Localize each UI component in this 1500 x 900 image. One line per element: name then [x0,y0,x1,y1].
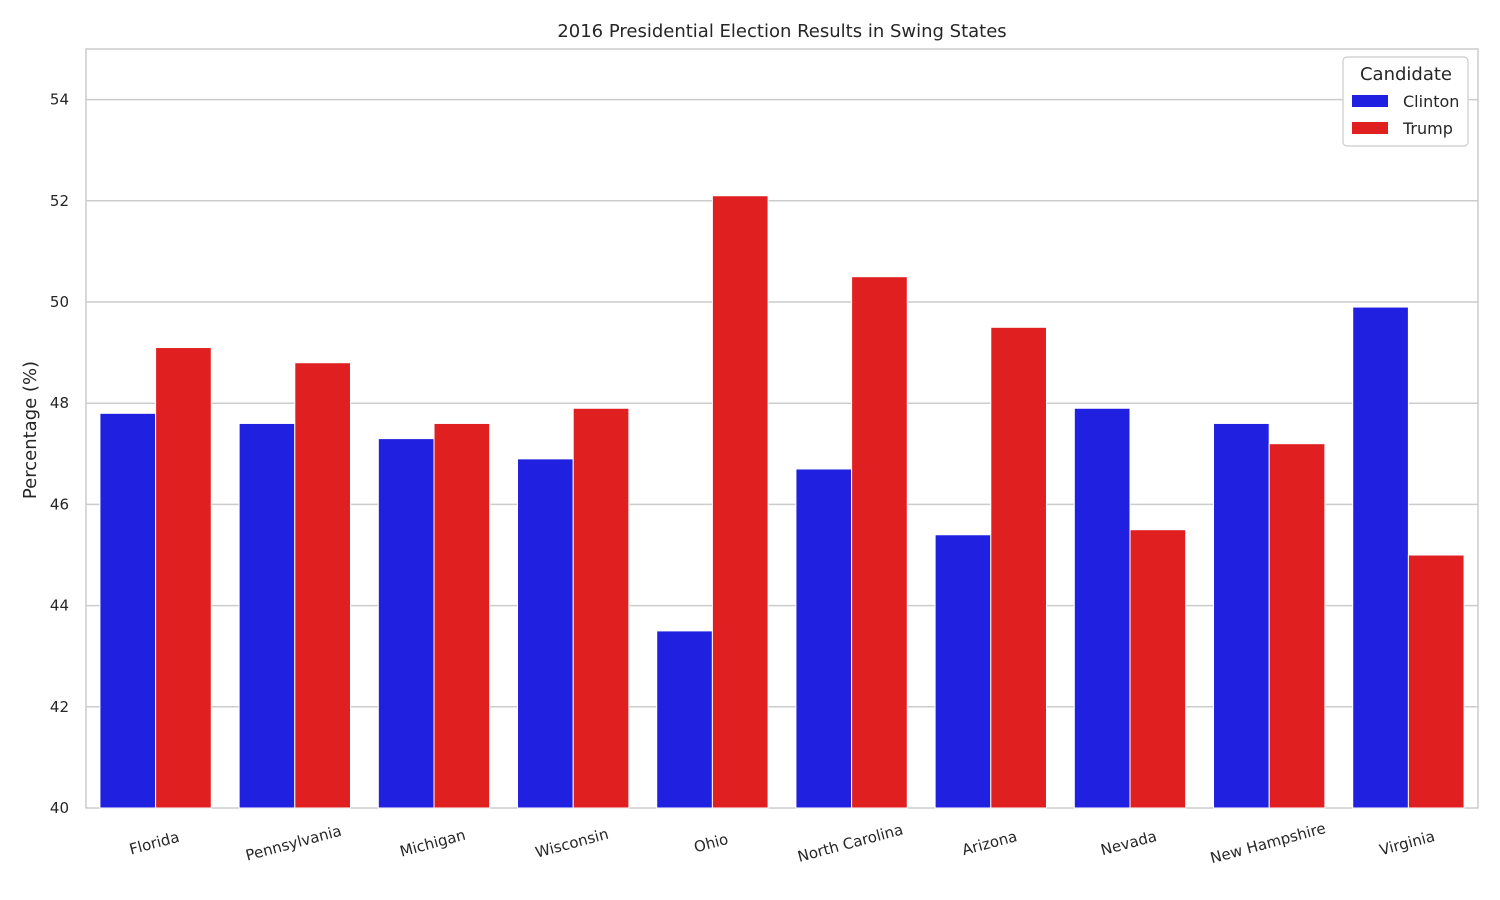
bar-trump-florida [155,347,212,809]
y-tick-label: 52 [50,192,69,210]
legend-title: Candidate [1360,64,1452,85]
bar-clinton-north-carolina [795,468,853,809]
legend-swatch-trump [1352,122,1388,134]
bar-trump-new-hampshire [1268,443,1326,809]
y-tick-labels: 40 42 44 46 48 50 52 54 [50,91,69,817]
x-tick-label-virginia: Virginia [1377,827,1436,859]
bar-trump-wisconsin [572,407,630,809]
bar-clinton-florida [99,412,157,809]
x-tick-label-michigan: Michigan [398,826,468,861]
y-tick-label: 40 [50,799,69,817]
legend-label-clinton: Clinton [1403,92,1459,111]
legend: Candidate Clinton Trump [1342,56,1469,147]
x-tick-label-new-hampshire: New Hampshire [1208,819,1327,867]
x-tick-label-ohio: Ohio [692,830,730,856]
x-tick-label-florida: Florida [127,828,181,859]
x-tick-label-north-carolina: North Carolina [796,820,905,865]
legend-label-trump: Trump [1402,119,1453,138]
bars [99,195,1465,809]
x-tick-labels: Florida Pennsylvania Michigan Wisconsin Ohio… [127,819,1436,867]
x-tick-label-wisconsin: Wisconsin [533,825,610,862]
bar-clinton-arizona [934,534,992,809]
bar-trump-virginia [1407,554,1465,809]
bar-clinton-ohio [656,630,713,809]
bar-clinton-wisconsin [517,458,574,809]
bar-trump-nevada [1129,529,1187,809]
y-tick-label: 42 [50,698,69,716]
y-tick-label: 48 [50,394,69,412]
chart-title: 2016 Presidential Election Results in Sw… [557,21,1006,42]
y-tick-label: 50 [50,293,69,311]
y-tick-label: 54 [50,91,69,109]
x-tick-label-nevada: Nevada [1099,827,1159,859]
bar-trump-north-carolina [851,276,908,809]
bar-clinton-pennsylvania [238,422,296,809]
y-axis-label: Percentage (%) [20,361,41,499]
bar-clinton-new-hampshire [1213,422,1270,809]
x-tick-label-arizona: Arizona [960,827,1019,859]
bar-trump-pennsylvania [294,362,351,809]
x-tick-label-pennsylvania: Pennsylvania [244,822,344,865]
y-tick-label: 44 [50,597,69,615]
bar-clinton-michigan [377,438,435,809]
bar-clinton-virginia [1352,306,1409,809]
bar-trump-michigan [433,422,491,809]
bar-trump-arizona [990,326,1047,809]
bar-clinton-nevada [1073,407,1131,809]
legend-swatch-clinton [1352,95,1388,107]
bar-trump-ohio [711,195,769,809]
y-tick-label: 46 [50,495,69,513]
